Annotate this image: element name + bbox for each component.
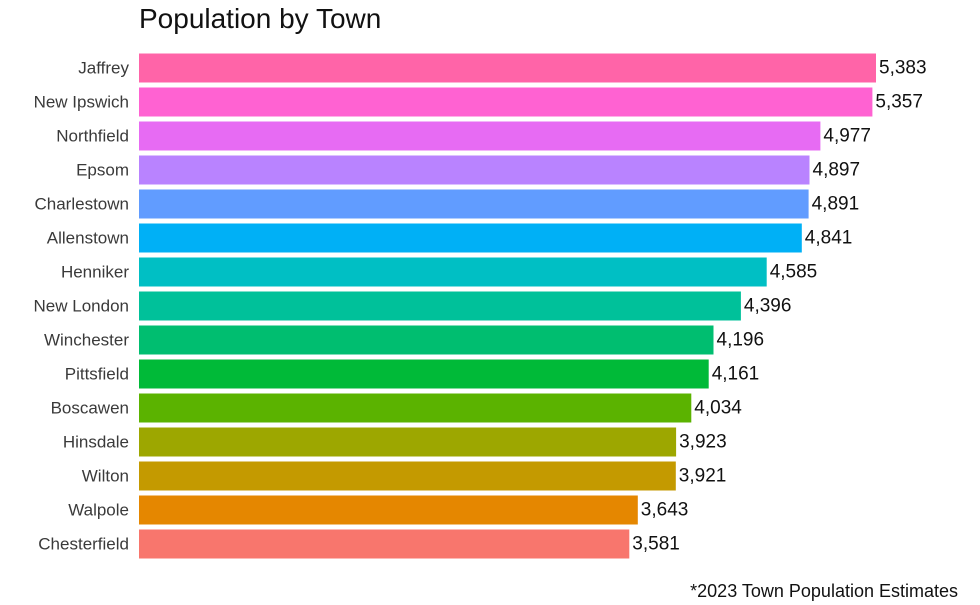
- category-label-henniker: Henniker: [61, 263, 129, 282]
- category-label-northfield: Northfield: [56, 127, 129, 146]
- chart-footnote: *2023 Town Population Estimates: [690, 581, 958, 601]
- bar-walpole: [139, 495, 638, 525]
- value-label-jaffrey: 5,383: [879, 58, 927, 79]
- category-label-allenstown: Allenstown: [47, 229, 129, 248]
- value-label-walpole: 3,643: [641, 500, 689, 521]
- category-label-chesterfield: Chesterfield: [38, 535, 129, 554]
- category-label-charlestown: Charlestown: [35, 195, 130, 214]
- value-label-chesterfield: 3,581: [632, 534, 680, 555]
- category-label-boscawen: Boscawen: [51, 399, 129, 418]
- value-label-hinsdale: 3,923: [679, 432, 727, 453]
- category-label-new-london: New London: [34, 297, 129, 316]
- bar-new-ipswich: [139, 87, 873, 117]
- category-label-wilton: Wilton: [82, 467, 129, 486]
- value-label-charlestown: 4,891: [812, 194, 860, 215]
- category-label-new-ipswich: New Ipswich: [34, 93, 129, 112]
- category-label-epsom: Epsom: [76, 161, 129, 180]
- value-label-epsom: 4,897: [813, 160, 861, 181]
- bar-new-london: [139, 291, 741, 321]
- bar-wilton: [139, 461, 676, 491]
- category-label-pittsfield: Pittsfield: [65, 365, 129, 384]
- bar-henniker: [139, 257, 767, 287]
- bar-chesterfield: [139, 529, 630, 559]
- chart-title: Population by Town: [139, 3, 382, 34]
- bar-northfield: [139, 121, 821, 151]
- value-label-wilton: 3,921: [679, 466, 727, 487]
- category-label-hinsdale: Hinsdale: [63, 433, 129, 452]
- value-label-pittsfield: 4,161: [712, 364, 760, 385]
- value-label-allenstown: 4,841: [805, 228, 853, 249]
- value-label-new-london: 4,396: [744, 296, 792, 317]
- value-label-winchester: 4,196: [717, 330, 765, 351]
- bar-charlestown: [139, 189, 809, 219]
- value-label-henniker: 4,585: [770, 262, 818, 283]
- bars-layer: [139, 53, 876, 559]
- bar-jaffrey: [139, 53, 876, 83]
- category-labels-layer: Jaffrey New Ipswich Northfield Epsom Charles…: [34, 59, 130, 554]
- bar-pittsfield: [139, 359, 709, 389]
- bar-winchester: [139, 325, 714, 355]
- bar-hinsdale: [139, 427, 677, 457]
- bar-boscawen: [139, 393, 692, 423]
- value-label-boscawen: 4,034: [694, 398, 742, 419]
- value-label-northfield: 4,977: [823, 126, 871, 147]
- category-label-jaffrey: Jaffrey: [78, 59, 129, 78]
- value-label-new-ipswich: 5,357: [875, 92, 923, 113]
- category-label-walpole: Walpole: [68, 501, 129, 520]
- bar-epsom: [139, 155, 810, 185]
- bar-allenstown: [139, 223, 802, 253]
- category-label-winchester: Winchester: [44, 331, 129, 350]
